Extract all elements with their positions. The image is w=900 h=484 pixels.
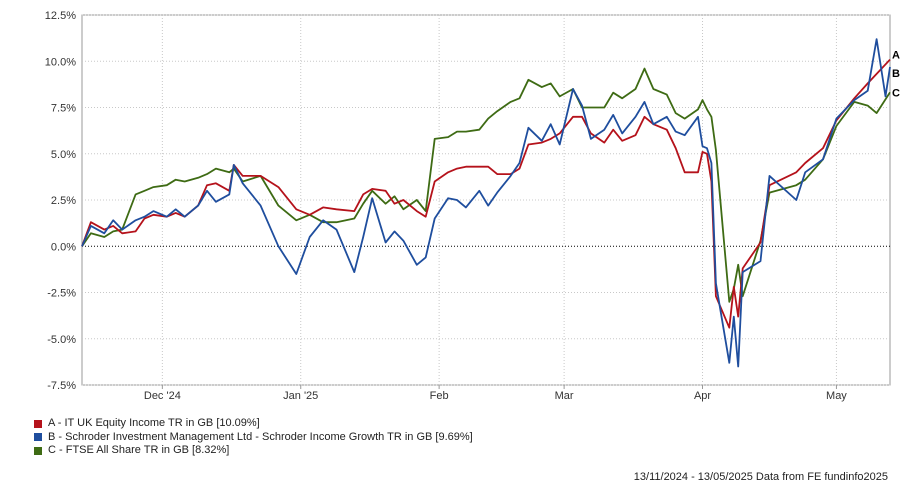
grid-lines (81, 14, 891, 386)
series-end-label: A (892, 50, 900, 62)
x-tick-label: Mar (555, 390, 574, 402)
y-tick-label: 5.0% (51, 149, 76, 161)
series-lines (81, 38, 891, 368)
series-end-label: B (892, 68, 900, 80)
series-end-labels: ABC (892, 50, 900, 100)
y-tick-label: 7.5% (51, 103, 76, 115)
y-tick-label: -5.0% (47, 334, 76, 346)
y-tick-label: 10.0% (45, 56, 76, 68)
y-axis: -7.5% -5.0% -2.5% 0.0% 2.5% 5.0% 7.5% 10.0% 12.5… (45, 10, 76, 392)
y-tick-label: 2.5% (51, 195, 76, 207)
series-line-b (81, 38, 891, 368)
legend: A - IT UK Equity Income TR in GB [10.09%… (34, 417, 473, 458)
x-tick-label: Feb (430, 390, 449, 402)
legend-label: B - Schroder Investment Management Ltd -… (48, 430, 473, 443)
legend-label: C - FTSE All Share TR in GB [8.32%] (48, 444, 230, 456)
legend-item: C - FTSE All Share TR in GB [8.32%] (34, 444, 473, 458)
x-tick-label: Apr (694, 390, 711, 402)
x-tick-label: Dec '24 (144, 390, 181, 402)
y-tick-label: 0.0% (51, 241, 76, 253)
series-end-label: C (892, 87, 900, 99)
legend-swatch (34, 419, 42, 428)
y-tick-label: -2.5% (47, 288, 76, 300)
legend-swatch (34, 446, 42, 455)
legend-item: A - IT UK Equity Income TR in GB [10.09%… (34, 417, 473, 431)
y-tick-label: 12.5% (45, 10, 76, 22)
legend-label: A - IT UK Equity Income TR in GB [10.09%… (48, 417, 260, 429)
x-tick-label: May (826, 390, 847, 402)
legend-item: B - Schroder Investment Management Ltd -… (34, 431, 473, 445)
legend-swatch (34, 433, 42, 442)
date-range-footer: 13/11/2024 - 13/05/2025 Data from FE fun… (633, 471, 888, 483)
x-tick-label: Jan '25 (283, 390, 318, 402)
y-tick-label: -7.5% (47, 380, 76, 392)
series-line-a (81, 58, 891, 329)
x-axis: Dec '24 Jan '25 Feb Mar Apr May (144, 385, 847, 402)
